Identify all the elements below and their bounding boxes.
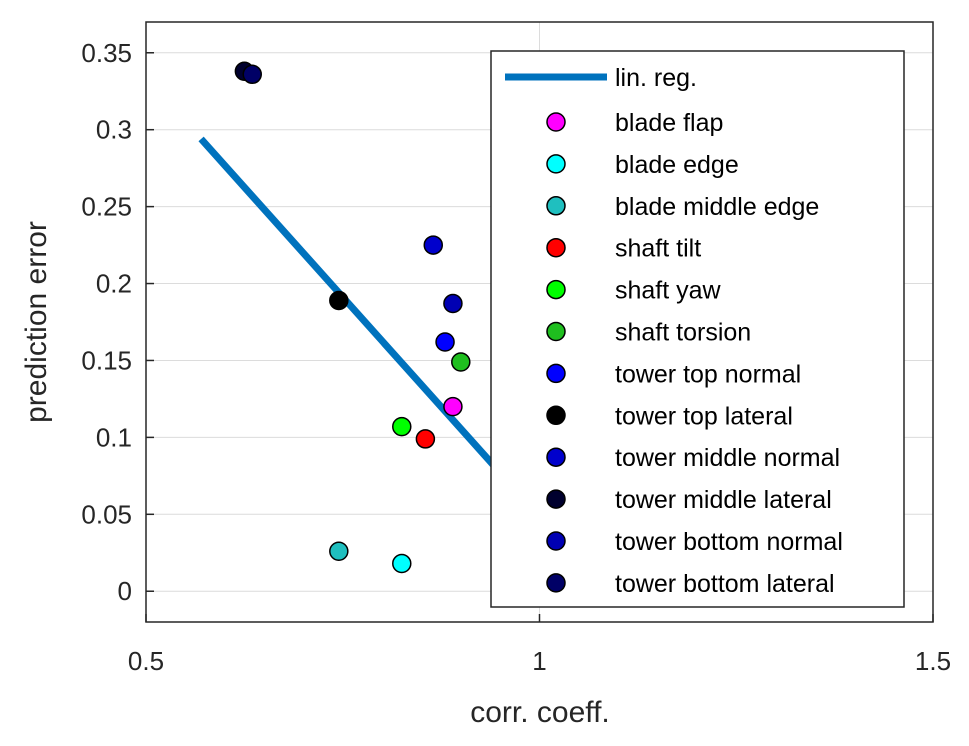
- y-tick-label: 0.2: [96, 269, 132, 299]
- legend-label: tower top lateral: [615, 402, 793, 430]
- data-points: [234, 61, 471, 574]
- legend-label: tower middle lateral: [615, 486, 832, 514]
- data-point: [392, 553, 412, 574]
- legend-marker: [546, 531, 566, 551]
- legend-marker: [546, 405, 566, 426]
- legend-label: tower middle normal: [615, 444, 840, 472]
- y-tick-label: 0.25: [81, 192, 132, 222]
- legend-marker: [546, 279, 566, 300]
- y-tick-label: 0.1: [96, 422, 132, 452]
- legend-marker: [546, 447, 566, 467]
- x-tick-label: 1.5: [915, 646, 951, 676]
- data-point: [423, 235, 444, 255]
- x-axis-label: corr. coeff.: [470, 696, 610, 729]
- legend-label: blade edge: [615, 151, 739, 179]
- data-point: [443, 396, 463, 417]
- legend-marker: [546, 573, 566, 593]
- data-point: [392, 416, 412, 437]
- legend-label: shaft torsion: [615, 319, 751, 347]
- y-tick-label: 0.15: [81, 345, 132, 375]
- data-point: [443, 293, 463, 314]
- y-tick-label: 0: [118, 576, 132, 606]
- data-point: [435, 332, 455, 352]
- legend-label: tower top normal: [615, 360, 801, 388]
- data-point: [329, 290, 349, 311]
- y-axis-ticks: 0 0.05 0.1 0.15 0.2 0.25 0.3 0.35: [81, 38, 154, 606]
- legend-marker: [546, 112, 566, 132]
- y-axis-label: prediction error: [20, 221, 53, 423]
- legend-label: tower bottom lateral: [615, 570, 835, 598]
- legend-label: blade flap: [615, 109, 723, 137]
- legend-items: blade flap blade edge blade middle edge sha…: [546, 109, 843, 598]
- y-tick-label: 0.35: [81, 38, 132, 68]
- legend-label: shaft yaw: [615, 277, 722, 305]
- legend-marker: [546, 321, 566, 342]
- legend: lin. reg. blade flap blade edge blade midd…: [490, 50, 905, 608]
- x-tick-label: 0.5: [128, 646, 164, 676]
- data-point: [242, 64, 262, 85]
- legend-regression-label: lin. reg.: [615, 64, 697, 92]
- legend-marker: [546, 363, 566, 384]
- data-point: [415, 429, 436, 449]
- legend-label: tower bottom normal: [615, 528, 843, 556]
- x-axis-ticks: 0.5 1 1.5: [128, 614, 951, 676]
- legend-label: blade middle edge: [615, 193, 819, 221]
- legend-marker: [546, 154, 566, 174]
- x-tick-label: 1: [532, 646, 546, 676]
- legend-marker: [546, 489, 566, 509]
- legend-marker: [546, 237, 566, 258]
- data-point: [451, 352, 471, 372]
- data-point: [329, 541, 349, 561]
- legend-marker: [546, 196, 566, 216]
- legend-label: shaft tilt: [615, 235, 701, 263]
- y-tick-label: 0.05: [81, 499, 132, 529]
- y-tick-label: 0.3: [96, 115, 132, 145]
